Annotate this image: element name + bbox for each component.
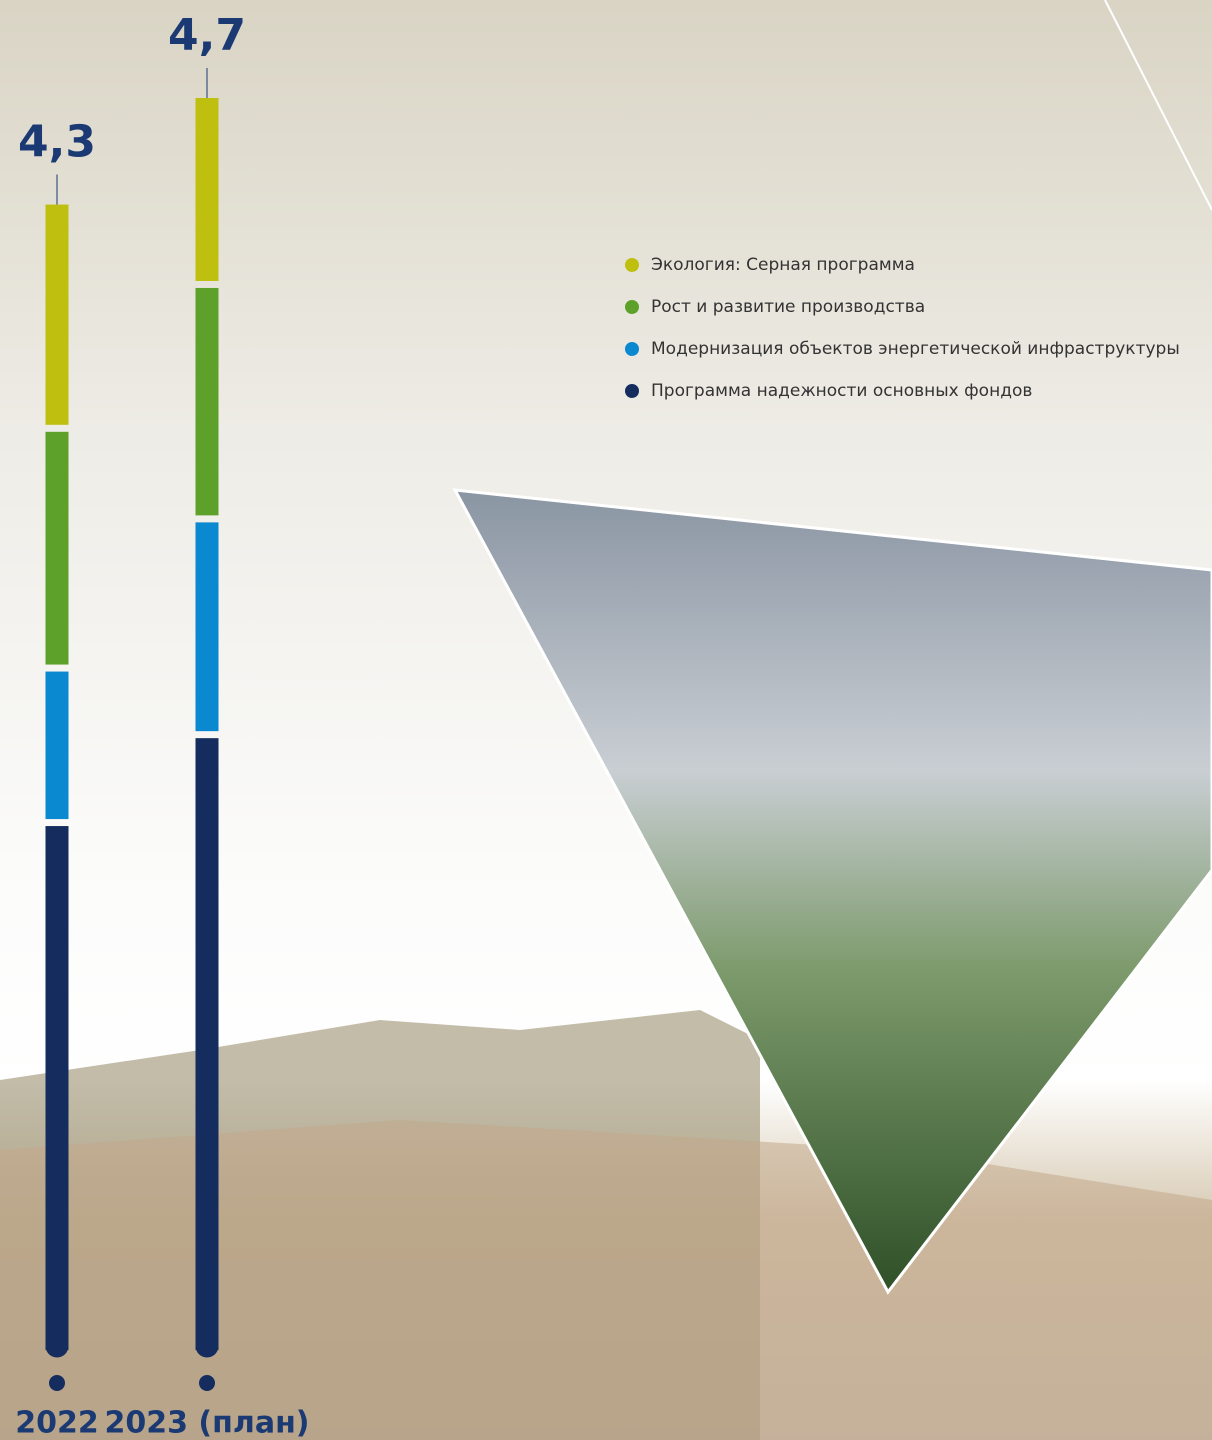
bar-cap [195,1334,219,1358]
category-label: 2022 [15,1406,99,1440]
bar-segment [45,204,69,425]
legend-marker [625,342,639,356]
bar-segment [195,738,219,1350]
bar-cap [45,1334,69,1358]
legend-label: Рост и развитие производства [651,297,925,317]
legend-marker [625,384,639,398]
legend-label: Программа надежности основных фондов [651,381,1032,401]
bar-segment [195,287,219,516]
legend-marker [625,258,639,272]
total-label: 4,3 [18,117,96,168]
bar-segment [195,98,219,281]
bar-segment [45,826,69,1350]
category-dot [199,1375,215,1391]
total-label: 4,7 [168,10,246,61]
plot: 4,3 2022 4,7 2023 (план) Программа надежност… [15,10,1180,1440]
bar-segment [45,671,69,820]
photo-triangle [452,488,1212,1295]
legend-label: Модернизация объектов энергетической инф… [651,339,1180,359]
bar-segment [45,431,69,665]
legend-marker [625,300,639,314]
decor-line [1104,0,1212,211]
bar-segment [195,522,219,732]
legend-label: Экология: Серная программа [651,255,915,275]
category-label: 2023 (план) [104,1406,309,1440]
category-dot [49,1375,65,1391]
